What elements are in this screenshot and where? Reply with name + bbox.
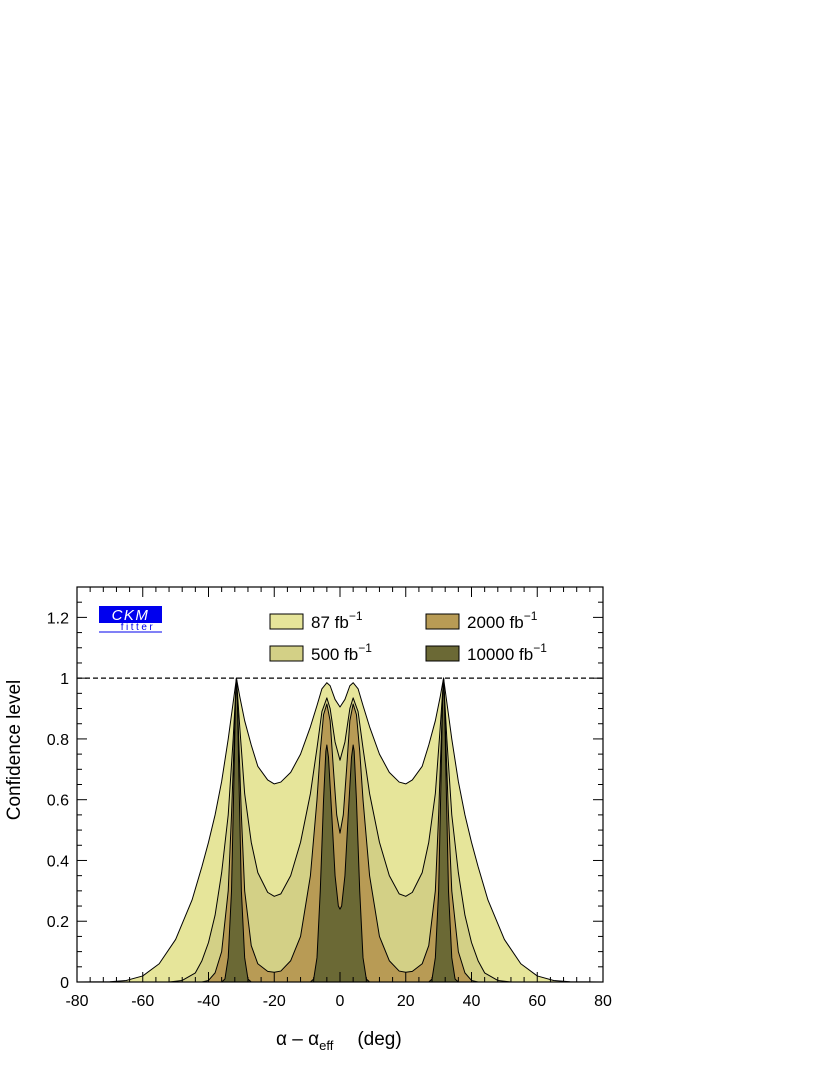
x-tick-label: -80 — [65, 993, 88, 1010]
x-axis-title: α – αeff (deg) — [276, 1029, 402, 1053]
x-axis-title-main: α – α — [276, 1029, 319, 1050]
ckm-fitter-logo: CKM fitter — [99, 606, 162, 633]
y-axis-title: Confidence level — [4, 680, 25, 820]
legend-label-3: 10000 fb−1 — [467, 641, 547, 664]
legend-label-2: 2000 fb−1 — [467, 609, 538, 632]
x-tick-label: 40 — [463, 993, 481, 1010]
y-tick-label: 0.2 — [47, 914, 69, 931]
x-tick-label: 60 — [528, 993, 546, 1010]
x-tick-label: -40 — [197, 993, 220, 1010]
legend-label-0: 87 fb−1 — [311, 609, 363, 632]
y-tick-label: 0.6 — [47, 793, 69, 810]
y-tick-label: 0.8 — [47, 732, 69, 749]
legend-swatch-3 — [425, 645, 460, 662]
logo-box — [99, 606, 162, 623]
series-area-1 — [76, 677, 604, 983]
plot-frame — [76, 586, 604, 983]
legend: 87 fb−1 500 fb−1 2000 fb−1 10000 fb−1 — [269, 609, 547, 664]
x-axis-title-subscript: eff — [319, 1038, 334, 1053]
x-tick-label: -60 — [131, 993, 154, 1010]
y-tick-label: 1 — [60, 671, 69, 688]
series-area-3 — [76, 677, 604, 983]
tick-labels: -80 -60 -40 -20 0 20 40 60 80 0 0.2 0.4 0.6 0.8 1 1.2 — [47, 610, 612, 1010]
legend-swatch-0 — [269, 613, 304, 630]
logo-sub-text: fitter — [121, 622, 155, 633]
x-tick-label: 0 — [336, 993, 345, 1010]
x-tick-label: 80 — [594, 993, 612, 1010]
legend-swatch-1 — [269, 645, 304, 662]
series-areas — [76, 677, 604, 983]
y-tick-label: 0.4 — [47, 853, 69, 870]
legend-swatch-2 — [425, 613, 460, 630]
x-tick-label: -20 — [263, 993, 286, 1010]
y-tick-label: 0 — [60, 975, 69, 992]
x-tick-label: 20 — [397, 993, 415, 1010]
legend-label-1: 500 fb−1 — [311, 641, 372, 664]
y-tick-label: 1.2 — [47, 610, 69, 627]
logo-main-text: CKM — [112, 607, 150, 624]
x-axis-title-unit: (deg) — [357, 1029, 401, 1050]
